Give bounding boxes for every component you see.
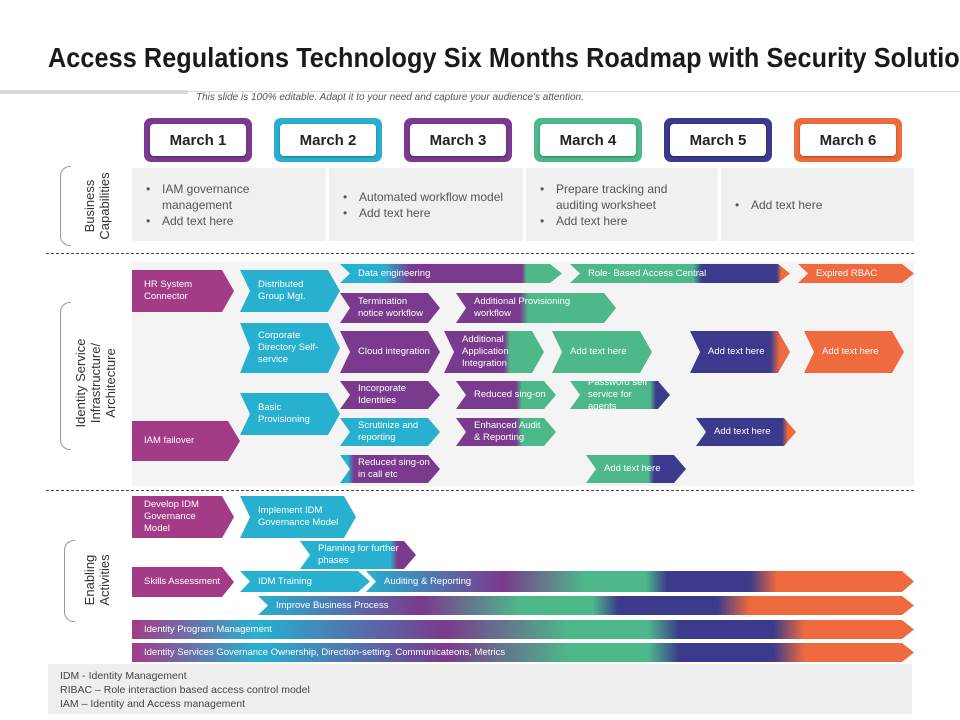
chevron-expired-rbac: Expired RBAC: [798, 264, 914, 283]
legend-item: IDM - Identity Management: [60, 670, 187, 682]
chevron-incorporate: Incorporate Identities: [340, 381, 440, 409]
month-header-2: March 2: [274, 118, 382, 162]
month-header-6: March 6: [794, 118, 902, 162]
chevron-enhanced-audit: Enhanced Audit & Reporting: [456, 418, 556, 446]
bullet-item: Automated workflow model: [343, 189, 513, 205]
bullet-item: Prepare tracking and auditing worksheet: [540, 181, 708, 213]
month-label-4: March 4: [540, 124, 636, 156]
month-header-3: March 3: [404, 118, 512, 162]
bullet-item: Add text here: [735, 197, 904, 213]
business-cell-3: Prepare tracking and auditing worksheetA…: [526, 168, 718, 241]
bullet-item: Add text here: [343, 205, 513, 221]
chevron-cloud-integration: Cloud integration: [340, 331, 440, 373]
title-rule: [0, 90, 188, 94]
section-divider: [46, 490, 914, 491]
enabling-brace: [64, 540, 75, 622]
chevron-auditing-reporting: Auditing & Reporting: [366, 571, 914, 592]
legend-box: IDM - Identity Management RIBAC – Role i…: [48, 664, 912, 714]
row-label-business: Business Capabilities: [82, 172, 112, 240]
business-cell-4: Add text here: [721, 168, 914, 241]
chevron-implement-idm: Implement IDM Governance Model: [240, 496, 356, 538]
month-label-6: March 6: [800, 124, 896, 156]
chevron-governance: Identity Services Governance Ownership, …: [132, 643, 914, 662]
chevron-idm-training: IDM Training: [240, 571, 370, 592]
chevron-skills-assessment: Skills Assessment: [132, 567, 234, 597]
chevron-develop-idm: Develop IDM Governance Model: [132, 496, 234, 538]
section-divider: [46, 253, 914, 254]
page-title: Access Regulations Technology Six Months…: [48, 42, 960, 73]
legend-item: RIBAC – Role interaction based access co…: [60, 684, 310, 696]
legend-item: IAM – Identity and Access management: [60, 698, 246, 710]
month-label-2: March 2: [280, 124, 376, 156]
business-brace: [60, 166, 71, 246]
row-label-enabling: Enabling Activities: [82, 554, 112, 606]
month-label-3: March 3: [410, 124, 506, 156]
identity-brace: [60, 302, 71, 450]
chevron-program-management: Identity Program Management: [132, 620, 914, 639]
month-header-5: March 5: [664, 118, 772, 162]
bullet-item: Add text here: [540, 213, 708, 229]
chevron-add-text-1: Add text here: [552, 331, 652, 373]
chevron-termination: Termination notice workflow: [340, 293, 440, 323]
subtitle: This slide is 100% editable. Adapt it to…: [196, 92, 584, 103]
bullet-item: Add text here: [146, 213, 316, 229]
month-label-1: March 1: [150, 124, 246, 156]
month-header-4: March 4: [534, 118, 642, 162]
month-header-1: March 1: [144, 118, 252, 162]
chevron-additional-application: Additional Application Integration: [444, 331, 544, 373]
chevron-add-text-5: Add text here: [586, 455, 686, 483]
chevron-add-text-2: Add text here: [690, 331, 790, 373]
bullet-item: IAM governance management: [146, 181, 316, 213]
month-label-5: March 5: [670, 124, 766, 156]
chevron-planning: Planning for further phases: [300, 541, 416, 569]
chevron-iam-failover: IAM failover: [132, 421, 240, 461]
chevron-distributed-group: Distributed Group Mgt.: [240, 270, 340, 312]
chevron-improve-business: Improve Business Process: [258, 596, 914, 615]
chevron-corporate-directory: Corporate Directory Self-service: [240, 323, 340, 373]
chevron-hr-system: HR System Connector: [132, 270, 234, 312]
title-rule-line: [188, 91, 960, 92]
chevron-scrutinize: Scrutinize and reporting: [340, 418, 440, 446]
business-cell-1: IAM governance managementAdd text here: [132, 168, 326, 241]
chevron-reduced-call: Reduced sing-on in call etc: [340, 455, 440, 483]
chevron-reduced-signon: Reduced sing-on: [456, 381, 556, 409]
business-cell-2: Automated workflow modelAdd text here: [329, 168, 523, 241]
chevron-rbac: Role- Based Access Central: [570, 264, 790, 283]
row-label-identity: Identity Service Infrastructure/Architect…: [73, 338, 118, 428]
chevron-additional-provisioning: Additional Provisioning workflow: [456, 293, 616, 323]
chevron-data-engineering: Data engineering: [340, 264, 562, 283]
chevron-password-self-service: Password self service for agents: [570, 381, 670, 409]
chevron-basic-provisioning: Basic Provisioning: [240, 393, 340, 435]
chevron-add-text-4: Add text here: [696, 418, 796, 446]
chevron-add-text-3: Add text here: [804, 331, 904, 373]
